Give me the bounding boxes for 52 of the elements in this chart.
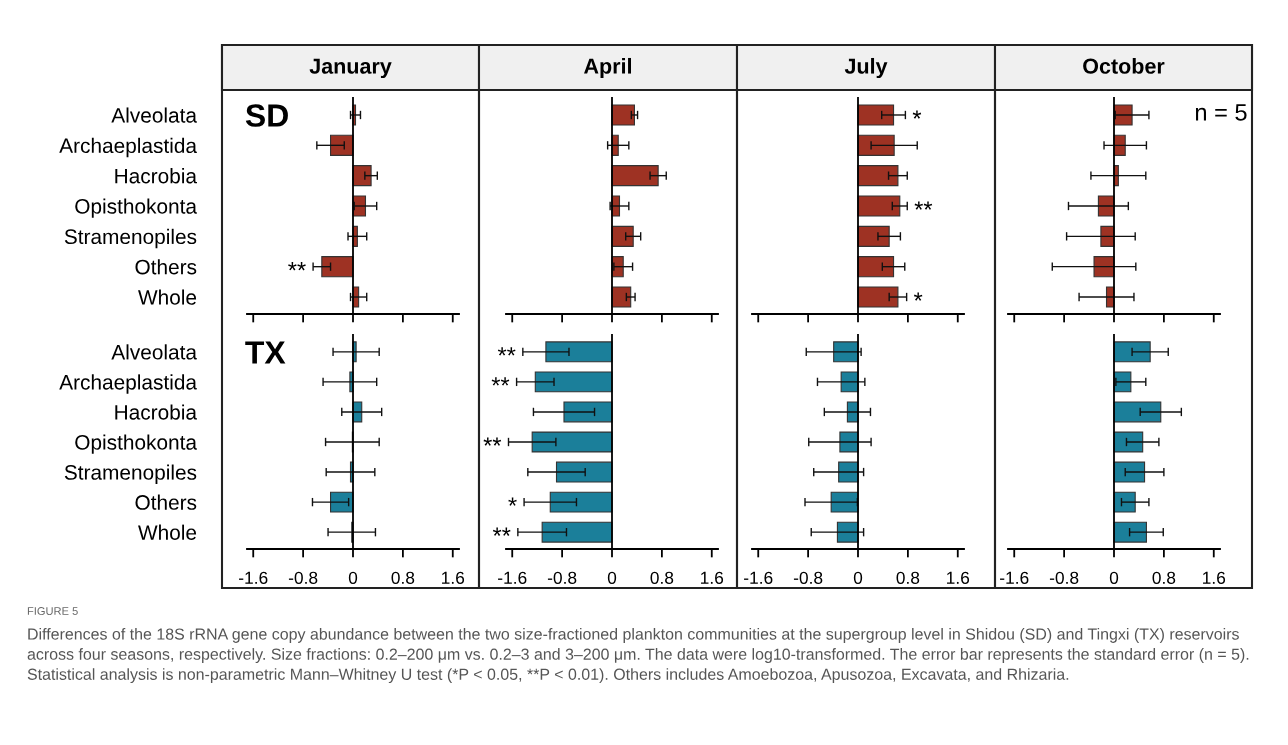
x-tick-label: -1.6 (1000, 571, 1029, 584)
annotation: TX (245, 341, 286, 364)
y-tick-label: Whole (138, 289, 197, 305)
x-tick-label: 0.8 (650, 571, 674, 584)
x-tick-label: 0 (1109, 571, 1119, 584)
x-tick-label: -0.8 (1049, 571, 1079, 584)
y-tick-label: Archaeplastida (59, 374, 198, 394)
annotation: ** (288, 262, 306, 271)
y-tick-label: Hacrobia (115, 404, 197, 420)
annotation: ** (491, 377, 510, 386)
x-tick-label: 1.6 (701, 571, 724, 584)
text: Differences of the 18S rRNA gene copy abundance between the two size-fractioned plankton communities at the supergroup level in Shidou (SD) and Tingxi (TX) reservoirs across four seasons, respectively. Size fractions: 0.2–200 μm vs. 0.2–3 and 3–200 μm. The data were log10-transformed. The error bar represents the standard error (n = 5). Statistical analysis is non-parametric Mann–Whitney U test (*P < 0.05, **P < 0.01). Others includes Amoebozoa, Apusozoa, Excavata, and Rhizaria. (27, 628, 1249, 684)
y-tick-label: Stramenopiles (64, 464, 197, 484)
x-tick-label: 0.8 (896, 571, 920, 584)
x-tick-label: 1.6 (1203, 571, 1226, 584)
y-tick-label: Alveolata (111, 107, 197, 123)
y-tick-label: Opisthokonta (75, 434, 198, 454)
x-tick-label: 0.8 (1152, 571, 1176, 584)
y-tick-label: Whole (138, 524, 197, 540)
annotation: n = 5 (1195, 104, 1247, 121)
chart-title: January (309, 58, 392, 79)
chart-title: July (844, 57, 888, 79)
x-tick-label: -0.8 (288, 571, 318, 584)
annotation: * (912, 110, 922, 119)
x-tick-label: 0 (348, 571, 358, 584)
chart-title: April (584, 57, 631, 79)
x-tick-label: 0.8 (391, 571, 415, 584)
y-tick-label: Others (135, 494, 197, 510)
x-tick-label: -0.8 (793, 571, 823, 584)
y-tick-label: Alveolata (111, 344, 197, 360)
annotation: * (913, 292, 923, 301)
x-tick-label: 0 (853, 571, 863, 584)
y-tick-label: Hacrobia (115, 168, 197, 184)
annotation: ** (497, 347, 516, 356)
y-tick-label: Stramenopiles (64, 228, 197, 249)
x-tick-label: -0.8 (547, 571, 577, 584)
annotation: ** (483, 437, 502, 446)
chart-title: October (1083, 57, 1165, 74)
annotation: * (508, 497, 517, 506)
y-tick-label: Archaeplastida (59, 137, 198, 158)
x-tick-label: 0 (607, 571, 617, 584)
x-tick-label: 1.6 (442, 571, 465, 584)
annotation: ** (914, 201, 933, 210)
x-tick-label: -1.6 (239, 571, 268, 584)
x-tick-label: 1.6 (947, 571, 970, 584)
y-tick-label: Opisthokonta (75, 198, 198, 218)
annotation: SD (245, 104, 288, 127)
x-tick-label: -1.6 (744, 571, 773, 584)
x-tick-label: -1.6 (498, 571, 527, 584)
caption: FIGURE 5 (27, 607, 78, 615)
y-tick-label: Others (135, 259, 197, 275)
annotation: ** (492, 527, 511, 536)
